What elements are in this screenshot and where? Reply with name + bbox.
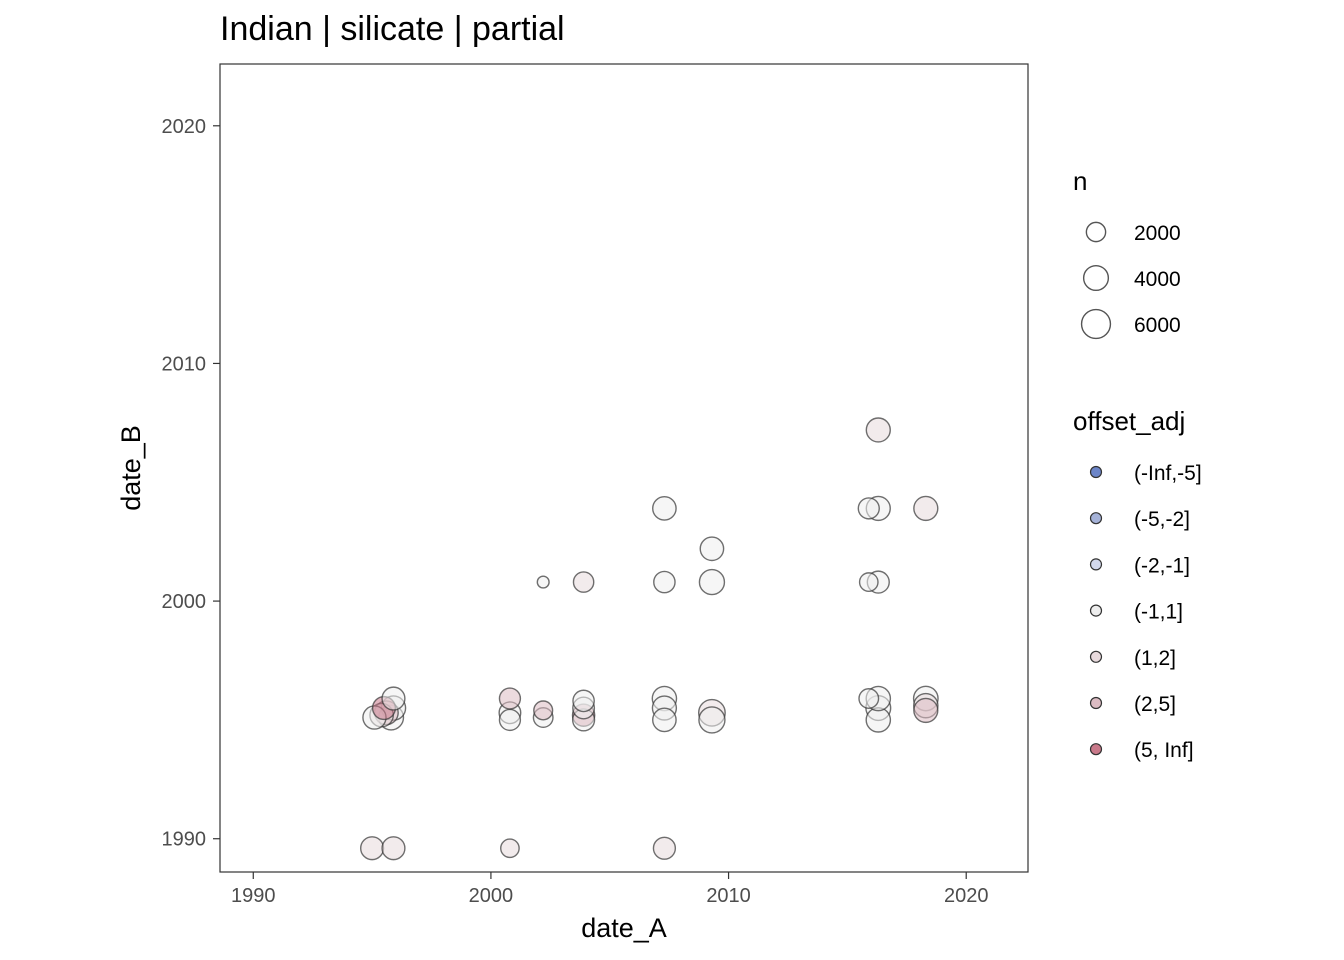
data-point (913, 697, 939, 724)
size-legend-key (1082, 264, 1110, 292)
y-tick-label: 2010 (162, 353, 207, 375)
data-point (498, 687, 522, 710)
color-legend-key (1089, 512, 1103, 525)
size-legend-label: 2000 (1134, 222, 1181, 245)
y-axis-title: date_B (116, 425, 146, 511)
data-point (652, 707, 677, 733)
data-point (359, 836, 385, 861)
color-legend-key (1089, 604, 1103, 617)
color-legend-key (1089, 743, 1103, 756)
y-axis: 1990 2000 2010 2020 (162, 116, 220, 851)
color-legend-label: (-1,1] (1134, 601, 1183, 624)
x-tick-label: 2000 (469, 885, 514, 907)
plot-panel (219, 63, 1029, 873)
y-tick-label: 2000 (162, 591, 207, 613)
y-tick-label: 2020 (162, 116, 207, 138)
color-legend-title: offset_adj (1073, 406, 1185, 436)
x-tick-label: 1990 (231, 885, 276, 907)
size-legend-key (1085, 221, 1107, 243)
data-point (698, 568, 726, 596)
data-point (865, 417, 891, 443)
data-point (536, 575, 550, 589)
data-point (652, 496, 677, 521)
color-legend-key (1089, 696, 1103, 710)
data-point (698, 706, 726, 734)
x-tick-label: 2020 (944, 885, 989, 907)
x-axis: 1990 2000 2010 2020 (231, 872, 988, 907)
x-axis-title: date_A (581, 913, 667, 943)
size-legend: n 2000 4000 6000 (1073, 166, 1181, 340)
color-legend-key (1089, 465, 1103, 479)
data-point (857, 497, 880, 520)
data-point (652, 836, 677, 860)
size-legend-label: 4000 (1134, 268, 1181, 291)
color-legend-key (1089, 558, 1103, 571)
data-point (498, 708, 522, 732)
color-legend-label: (-Inf,-5] (1134, 462, 1202, 485)
data-point (865, 707, 892, 733)
data-point (572, 689, 595, 713)
color-legend-key (1089, 650, 1103, 663)
x-tick-label: 2010 (706, 885, 751, 907)
data-point (653, 570, 676, 594)
color-legend-label: (2,5] (1134, 693, 1176, 716)
color-legend-label: (-5,-2] (1134, 508, 1190, 531)
color-legend-label: (1,2] (1134, 647, 1176, 670)
size-legend-key (1080, 308, 1112, 340)
points-layer (359, 417, 939, 861)
data-point (858, 572, 879, 592)
data-point (533, 700, 554, 721)
color-legend: offset_adj (-Inf,-5] (-5,-2] (-2,-1] (-1,1]… (1073, 406, 1202, 762)
data-point (699, 536, 725, 562)
color-legend-label: (5, Inf] (1134, 739, 1194, 762)
data-point (913, 495, 939, 522)
y-tick-label: 1990 (162, 829, 207, 851)
size-legend-label: 6000 (1134, 314, 1181, 337)
data-point (858, 688, 880, 709)
size-legend-title: n (1073, 166, 1087, 196)
data-point (500, 838, 520, 859)
chart-title: Indian | silicate | partial (220, 10, 565, 48)
data-point (572, 571, 595, 593)
color-legend-label: (-2,-1] (1134, 554, 1190, 577)
data-point (381, 686, 406, 711)
data-point (381, 836, 406, 861)
